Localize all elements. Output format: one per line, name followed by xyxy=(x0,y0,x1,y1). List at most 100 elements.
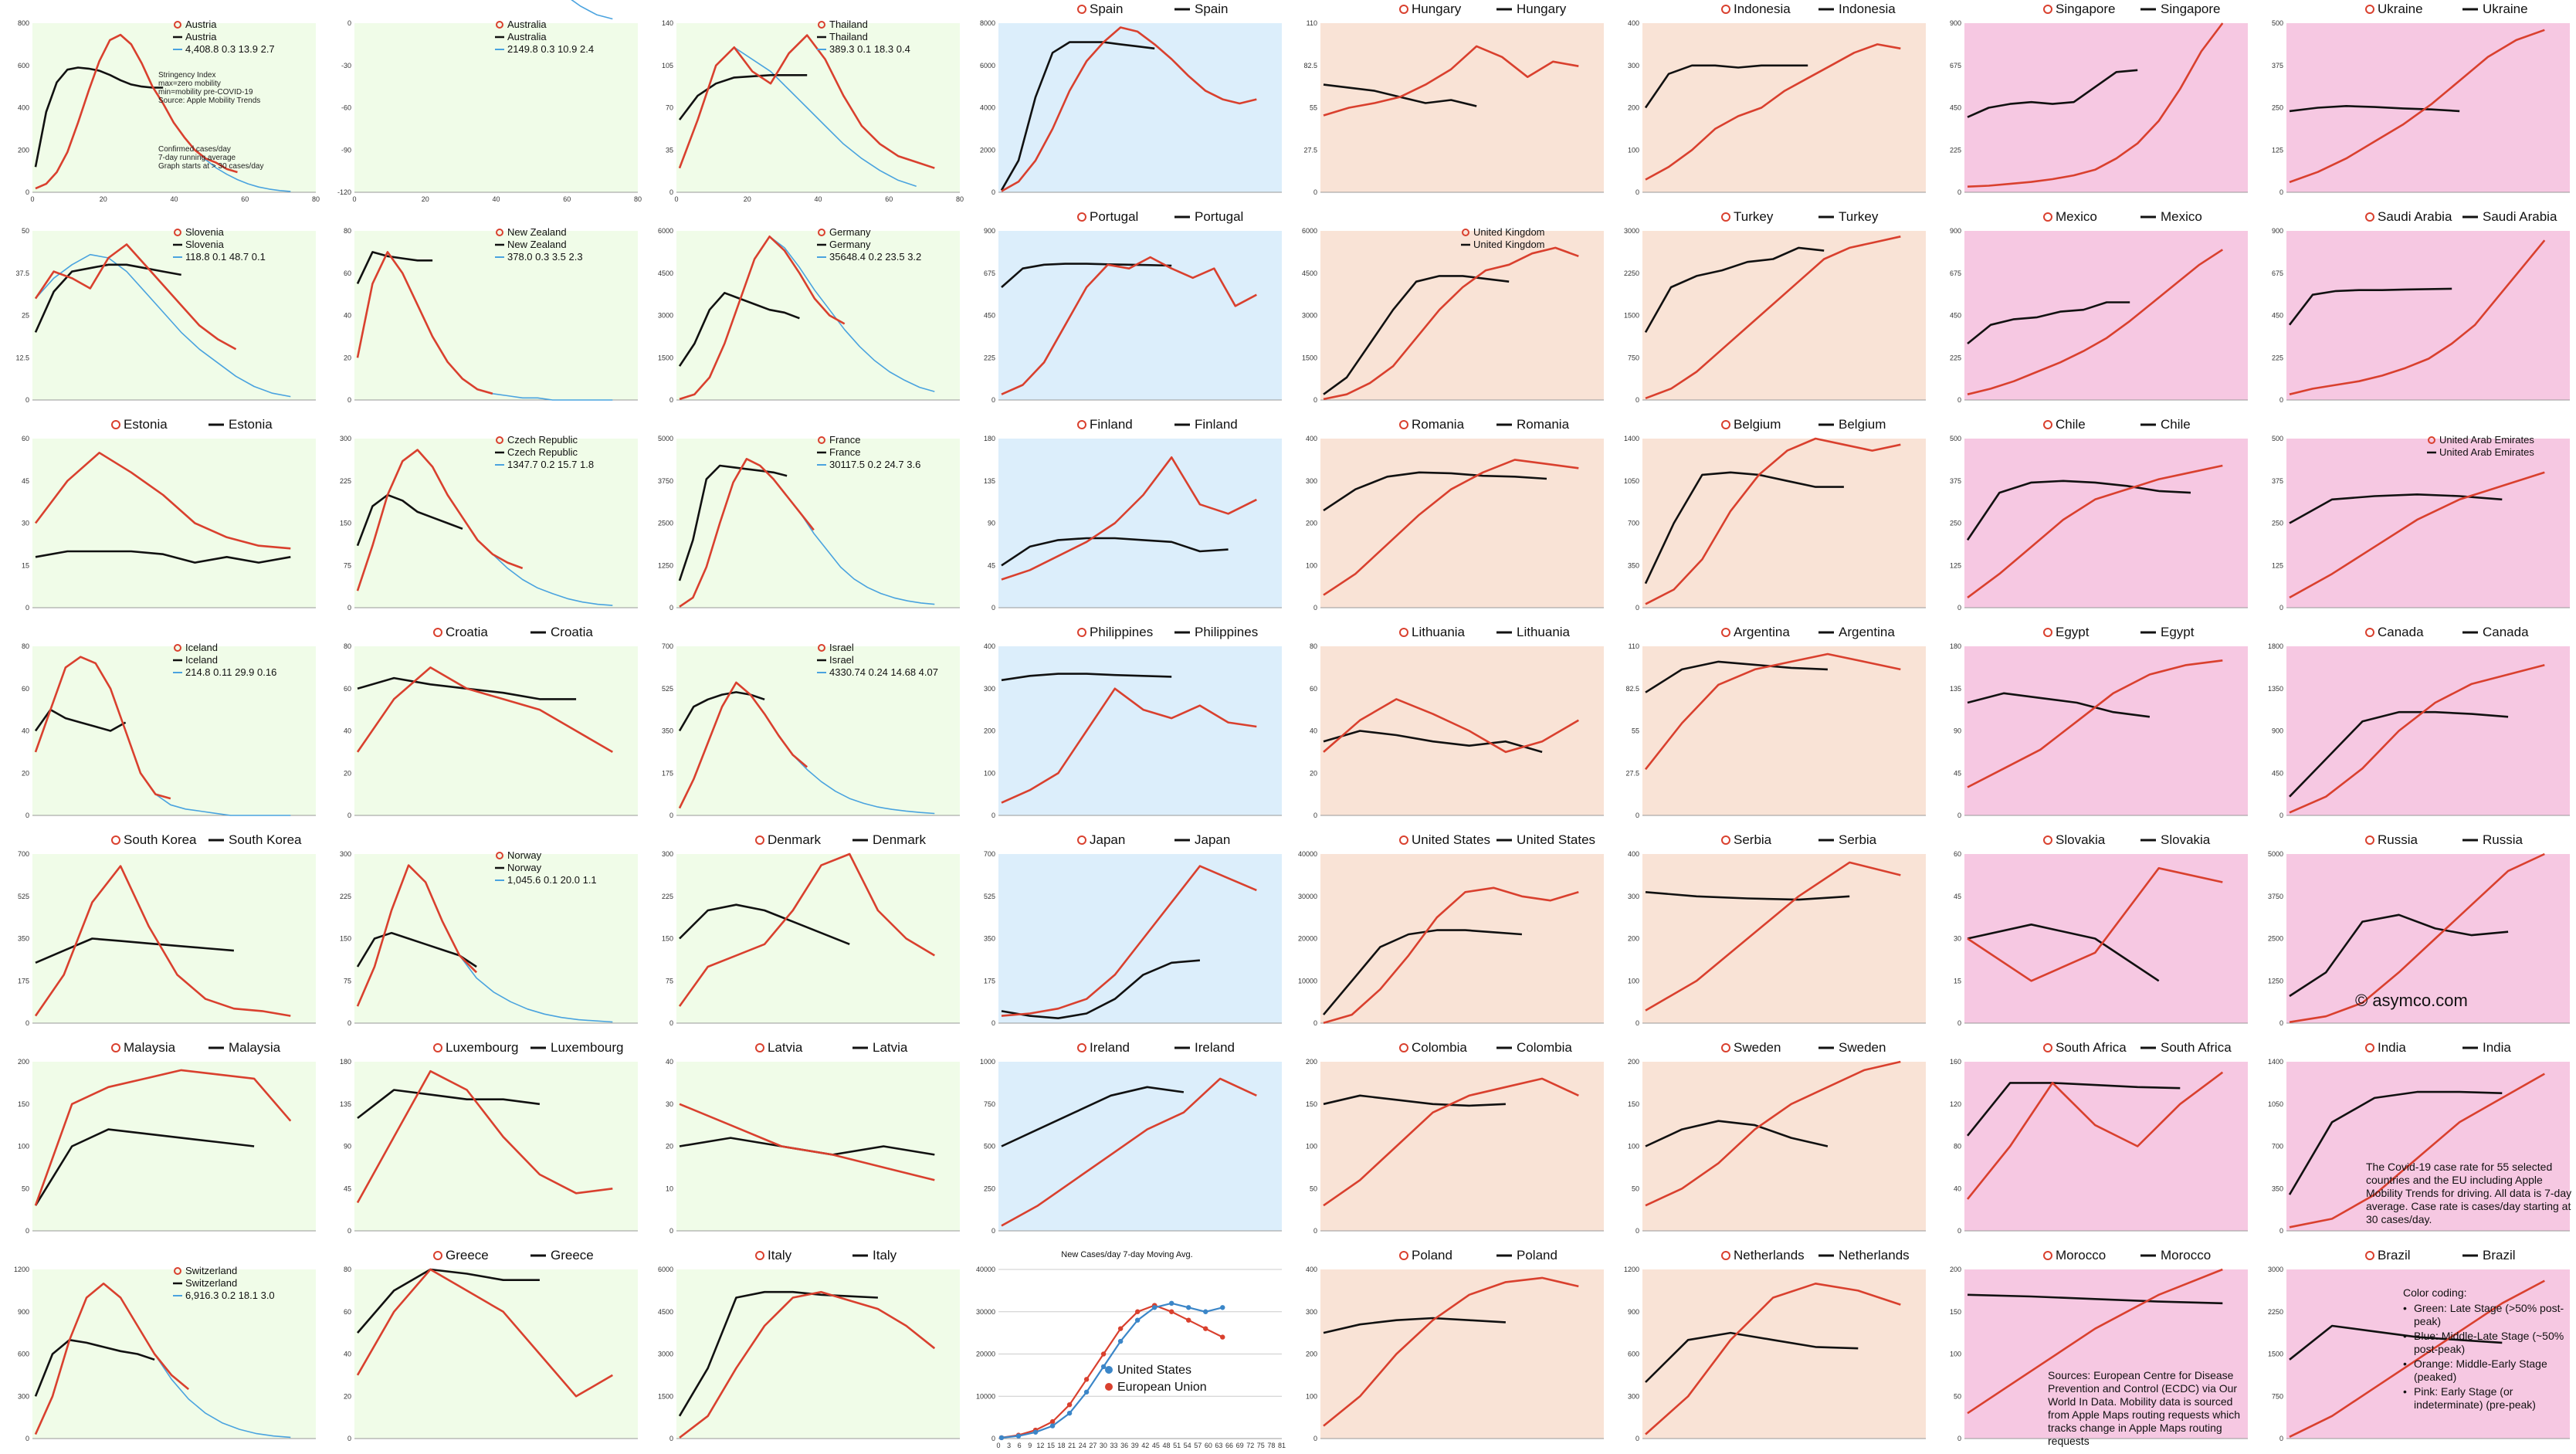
legend-cases-marker xyxy=(1721,628,1730,637)
legend-cases-label: United States xyxy=(1412,832,1490,847)
plot-background xyxy=(1642,854,1926,1023)
plot-background xyxy=(998,854,1282,1023)
plot-background xyxy=(2286,854,2570,1023)
legend-cases-marker xyxy=(1721,5,1730,14)
series-cases xyxy=(34,656,171,800)
series-cases xyxy=(678,681,808,809)
y-tick-label: 82.5 xyxy=(1625,685,1639,693)
legend-cases-marker xyxy=(174,229,181,236)
chart-svg: -120 -90 -60 -30 0 0 20 40 60 80 AustraliaAustrali… xyxy=(337,0,642,203)
legend-cases-label: Sweden xyxy=(1734,1040,1781,1055)
y-tick-label: 55 xyxy=(1632,727,1639,735)
x-tick-label: 60 xyxy=(885,195,893,203)
y-tick-label: 30000 xyxy=(976,1308,995,1316)
series-cases xyxy=(35,33,238,190)
chart-russia: 0 1250 2500 3750 5000 Russia Russia xyxy=(2254,831,2576,1039)
y-tick-label: 2500 xyxy=(658,520,673,527)
y-tick-label: 12.5 xyxy=(15,354,29,361)
plot-background xyxy=(354,23,638,192)
y-tick-label: 0 xyxy=(347,812,351,819)
y-tick-label: 4500 xyxy=(658,269,673,277)
y-tick-label: 27.5 xyxy=(1303,146,1317,154)
legend-cases-label: Turkey xyxy=(1734,209,1774,224)
legend-cases-label: Saudi Arabia xyxy=(2378,209,2452,224)
series-united-states xyxy=(1001,1302,1223,1439)
x-tick-label: 15 xyxy=(1047,1442,1055,1449)
series-european-union-point xyxy=(1134,1309,1141,1314)
chart-chile: 0 125 250 375 500 Chile Chile xyxy=(1932,415,2254,623)
x-tick-label: 42 xyxy=(1141,1442,1149,1449)
chart-annotation: Stringency Index xyxy=(158,71,216,80)
y-tick-label: 900 xyxy=(2272,727,2283,735)
series-cases xyxy=(1001,256,1257,395)
legend-cases-label: Spain xyxy=(1090,2,1123,16)
legend-cases-label: South Korea xyxy=(124,832,197,847)
series-mobility xyxy=(1967,692,2151,718)
legend-mobility-label: Romania xyxy=(1517,417,1570,432)
series-cases xyxy=(356,864,478,1007)
y-tick-label: 125 xyxy=(2272,146,2283,154)
series-cases xyxy=(1323,459,1579,596)
chart-argentina: 0 27.5 55 82.5 110 Argentina Argentina xyxy=(1610,623,1932,831)
y-tick-label: 3000 xyxy=(658,312,673,320)
series-united-states-point xyxy=(1015,1433,1022,1439)
y-tick-label: 6000 xyxy=(658,1266,673,1273)
series-mobility xyxy=(34,263,181,333)
series-mobility xyxy=(356,251,433,284)
y-tick-label: 80 xyxy=(344,642,351,650)
color-coding-item: • Pink: Early Stage (or indeterminate) (p… xyxy=(2403,1385,2536,1411)
y-tick-label: 1400 xyxy=(2268,1058,2283,1066)
y-tick-label: 300 xyxy=(1306,1308,1317,1316)
chart-portugal: 0 225 450 675 900 Portugal Portugal xyxy=(966,208,1288,415)
chart-greece: 0 20 40 60 80 Greece Greece xyxy=(322,1246,644,1454)
y-tick-label: 40 xyxy=(1954,1185,1961,1192)
y-tick-label: 10000 xyxy=(976,1392,995,1400)
series-cases xyxy=(2289,664,2545,814)
chart-svg: 0 10000 20000 30000 40000 United States United… xyxy=(1298,832,1604,1027)
plot-background xyxy=(1320,1062,1604,1231)
legend-cases-label: Serbia xyxy=(1734,832,1772,847)
y-tick-label: 0 xyxy=(991,604,995,612)
y-tick-label: 35 xyxy=(666,146,673,154)
series-mobility xyxy=(1645,1331,1859,1383)
legend-mobility-label: Brazil xyxy=(2483,1248,2516,1263)
legend-cases-label: Portugal xyxy=(1090,209,1138,224)
series-european-union-point xyxy=(1203,1326,1208,1331)
chart-svg: 0 100 200 300 400 Poland Poland xyxy=(1306,1248,1604,1442)
series-mobility xyxy=(1323,730,1543,754)
legend-mobility-label: Saudi Arabia xyxy=(2483,209,2557,224)
y-tick-label: 500 xyxy=(984,1143,995,1151)
chart-svg: 0 350 700 1050 1400 Belgium Belgium xyxy=(1624,417,1926,612)
x-tick-label: 18 xyxy=(1058,1442,1066,1449)
y-tick-label: 1500 xyxy=(1624,312,1639,320)
chart-austria: 0 200 400 600 800 0 20 40 60 80 Austria Austria 4,40… xyxy=(0,0,322,208)
series-cases xyxy=(2289,852,2545,1023)
y-tick-label: 200 xyxy=(1628,935,1639,943)
series-cases xyxy=(1967,249,2224,395)
chart-united-states-european-union: 0 10000 20000 30000 40000 0 3 6 9 12 15 18 21 24 27 30 3… xyxy=(966,1246,1288,1454)
y-tick-label: 0 xyxy=(347,1435,351,1442)
chart-svg: 0 20 40 60 80 Croatia Croatia xyxy=(344,625,638,819)
chart-sweden: 0 50 100 150 200 Sweden Sweden xyxy=(1610,1039,1932,1246)
legend-mobility-label: United States xyxy=(1517,832,1595,847)
chart-svg: 0 27.5 55 82.5 110 Argentina Argentina xyxy=(1625,625,1926,819)
series-cases xyxy=(2289,1073,2545,1229)
legend-mobility-label: Switzerland xyxy=(185,1277,237,1289)
y-tick-label: 120 xyxy=(1950,1100,1961,1108)
chart-slovenia: 0 12.5 25 37.5 50 Slovenia Slovenia 118.8 0.1 4… xyxy=(0,208,322,415)
y-tick-label: 200 xyxy=(18,146,29,154)
plot-background xyxy=(1642,23,1926,192)
y-tick-label: 700 xyxy=(2272,1143,2283,1151)
x-tick-label: 20 xyxy=(744,195,751,203)
y-tick-label: 675 xyxy=(1950,269,1961,277)
chart-belgium: 0 350 700 1050 1400 Belgium Belgium xyxy=(1610,415,1932,623)
y-tick-label: 450 xyxy=(2272,312,2283,320)
legend-mobility-label: South Korea xyxy=(229,832,302,847)
series-mobility xyxy=(1323,929,1522,1015)
y-tick-label: -90 xyxy=(341,146,351,154)
x-tick-label: 60 xyxy=(563,195,571,203)
legend-mobility-label: Serbia xyxy=(1839,832,1877,847)
